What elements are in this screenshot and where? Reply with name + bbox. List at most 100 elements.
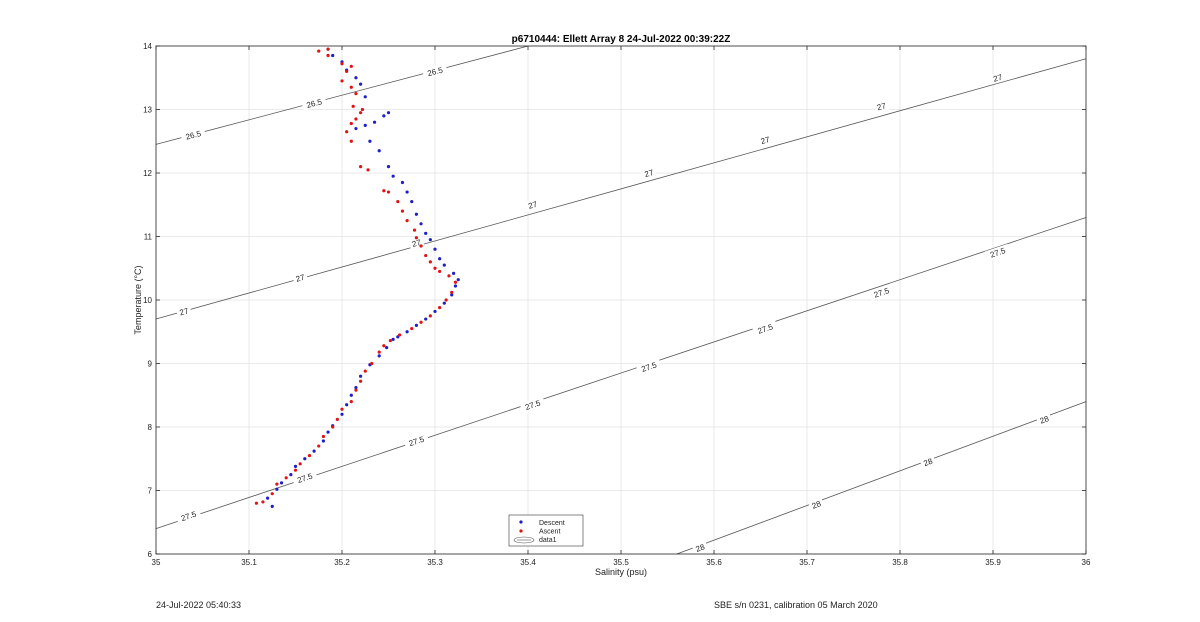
contour-label-backing [292,271,309,285]
ascent-point [349,85,353,89]
contour-label-backing [919,454,937,470]
x-tick-label: 35 [152,558,161,567]
contour-label-backing [984,243,1011,261]
descent-point [391,337,395,341]
ascent-point [396,199,400,204]
descent-point [349,393,353,397]
descent-point [275,487,279,491]
contour-label-backing [524,198,541,212]
axis-ticks: 35 35.1 35.2 35.3 35.4 35.5 35.6 35.7 35.8 35.9 36… [143,42,1091,567]
descent-point [326,430,330,434]
series-ascent [254,47,458,505]
ascent-point [428,260,432,264]
ascent-point [349,121,353,126]
ascent-point [359,165,363,169]
ascent-point [354,92,358,96]
ascent-point [349,64,353,68]
descent-point [428,238,432,242]
contour-label-backing [868,283,895,301]
contour-label-backing [989,71,1006,85]
ascent-point [405,219,409,223]
contour-label: 28 [1039,414,1051,426]
ascent-point [307,453,312,458]
contour-label-backing [640,166,657,180]
contour-label: 27 [179,306,191,317]
ascent-point [293,468,298,472]
ascent-point [428,314,432,318]
descent-point [442,301,446,305]
contour-line [676,401,1087,555]
ascent-point [386,190,391,194]
contour-label-backing [752,320,779,338]
descent-point [385,346,389,350]
descent-point [414,323,418,327]
contour-label: 27 [411,238,423,249]
contour-label: 28 [922,456,934,468]
descent-point [452,271,456,275]
ascent-point [419,320,423,324]
ascent-point [284,476,288,480]
ascent-point [360,107,365,112]
y-tick-label: 9 [148,360,153,369]
x-tick-label: 35.1 [241,558,257,567]
descent-point [354,76,358,80]
legend-descent-marker [519,520,523,524]
contour-label-backing [1035,412,1053,427]
descent-point [303,457,307,461]
contour-label-backing [807,497,825,512]
contour-label-backing [175,304,192,319]
descent-point [433,309,437,314]
descent-point [359,374,363,378]
series-descent [266,47,460,508]
contour-label-backing [691,540,709,555]
ascent-point [340,407,344,411]
descent-point [419,222,423,226]
descent-point [354,126,358,131]
ascent-point [254,501,259,505]
descent-point [424,317,428,321]
contour-label: 26.5 [185,129,203,142]
y-tick-label: 13 [143,106,152,115]
ascent-point [363,369,367,373]
ascent-point [298,462,302,466]
y-tick-label: 10 [143,296,152,305]
descent-point [354,386,358,390]
x-tick-label: 35.8 [892,558,908,567]
ascent-point [331,425,335,429]
descent-point [270,504,274,508]
descent-point [386,165,391,169]
descent-point [405,190,409,194]
contour-label-backing [873,99,890,114]
ascent-point [345,69,349,73]
contour-label-backing [301,95,327,112]
ascent-point [349,139,353,143]
ascent-point [326,53,330,58]
descent-point [372,120,377,124]
legend-data1-marker [513,536,535,544]
descent-point [405,330,409,334]
y-tick-label: 14 [143,42,152,51]
ascent-point [359,111,363,115]
ascent-point [366,168,370,172]
descent-point [289,473,293,477]
contour-label: 26.5 [306,97,324,110]
descent-point [410,199,414,204]
ascent-point [444,298,448,302]
descent-point [414,212,418,216]
ascent-point [398,333,402,337]
y-tick-label: 12 [143,169,152,178]
contour-label-backing [519,396,546,414]
ascent-point [400,209,405,213]
ascent-point [382,189,386,193]
descent-point [453,284,458,288]
ascent-point [354,117,358,121]
contour-label: 27 [527,200,539,211]
footer-calibration: SBE s/n 0231, calibration 05 March 2020 [714,600,878,610]
descent-point [450,293,454,297]
y-tick-label: 6 [148,550,153,559]
legend: Descent Ascent data1 [508,514,584,547]
descent-point [359,82,363,86]
descent-point [293,464,298,468]
descent-point [442,263,446,267]
